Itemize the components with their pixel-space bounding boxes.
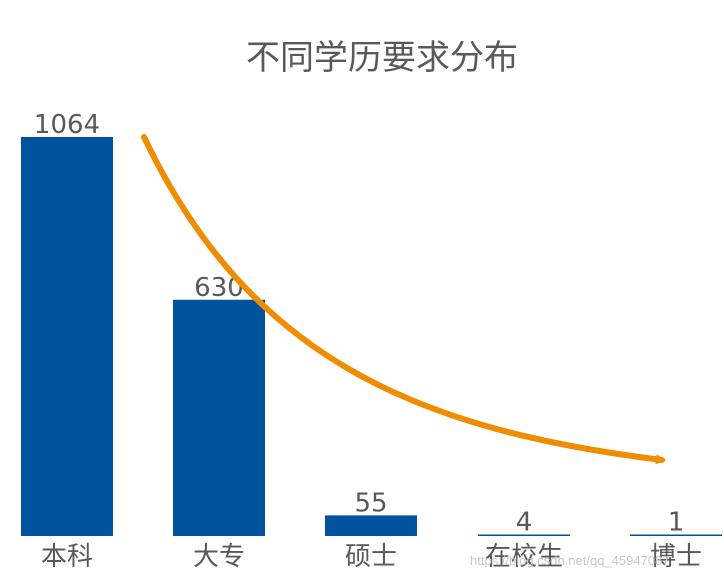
chart-title: 不同学历要求分布	[246, 38, 518, 78]
bar-1	[21, 137, 113, 536]
trend-arrow	[141, 134, 666, 465]
bar-5	[630, 534, 722, 536]
value-label-1: 1064	[34, 110, 100, 140]
bar-2	[173, 299, 265, 536]
bar-3	[325, 515, 417, 536]
value-label-5: 1	[668, 508, 685, 538]
value-label-4: 4	[516, 508, 533, 538]
category-label-5: 博士	[650, 542, 702, 572]
category-label-4: 在校生	[485, 542, 563, 572]
bars-layer	[21, 137, 722, 536]
category-label-3: 硕士	[345, 542, 397, 572]
category-label-2: 大专	[193, 542, 245, 572]
value-label-3: 55	[354, 488, 387, 518]
watermark-text: https://blog.csdn.net/qq_45947087	[470, 553, 670, 568]
bar-4	[478, 534, 570, 536]
category-labels-layer: 本科 大专 硕士 在校生 博士	[41, 542, 702, 572]
category-label-1: 本科	[41, 542, 93, 572]
